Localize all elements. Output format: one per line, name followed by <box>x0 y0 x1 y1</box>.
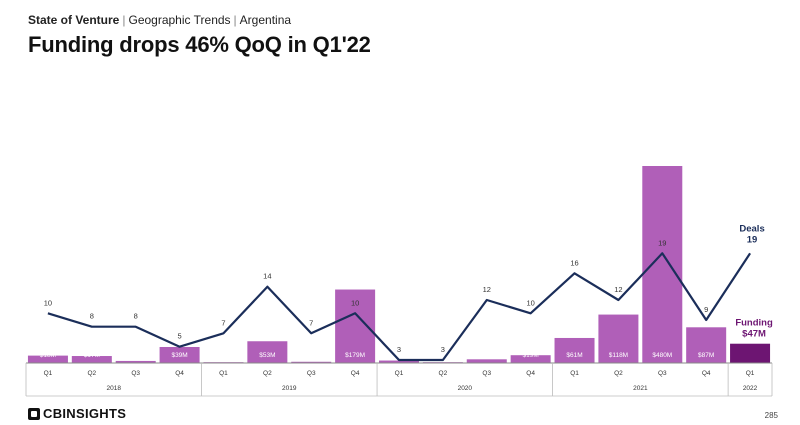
funding-legend-label: Funding <box>735 318 773 329</box>
quarter-tick-label: Q3 <box>658 370 667 377</box>
deals-count-label: 10 <box>44 298 52 307</box>
deals-count-label: 12 <box>614 285 622 294</box>
funding-bar-label: $87M <box>698 352 714 359</box>
funding-bar-label: $53M <box>259 352 275 359</box>
quarter-tick-label: Q1 <box>570 370 579 377</box>
deals-legend-label: Deals <box>739 223 764 234</box>
quarter-tick-label: Q1 <box>395 370 404 377</box>
page-number: 285 <box>764 411 778 420</box>
breadcrumb-section: State of Venture <box>28 13 120 27</box>
breadcrumb: State of Venture | Geographic Trends | Argen… <box>28 13 291 27</box>
quarter-tick-label: Q2 <box>263 370 272 377</box>
funding-bar <box>291 361 332 363</box>
deals-count-label: 3 <box>397 345 401 354</box>
deals-line <box>47 252 752 362</box>
funding-bar <box>71 356 112 363</box>
year-label: 2022 <box>743 385 758 392</box>
cbinsights-logo-icon <box>28 407 40 420</box>
quarter-tick-label: Q2 <box>439 370 448 377</box>
funding-bar <box>27 355 68 363</box>
deals-legend-value: 19 <box>747 234 758 245</box>
funding-bar-label: $17M <box>84 352 100 359</box>
funding-bar-label: $61M <box>566 352 582 359</box>
funding-bar <box>730 343 771 363</box>
cbinsights-logo-text: CBINSIGHTS <box>43 406 127 421</box>
quarter-tick-label: Q1 <box>219 370 228 377</box>
deals-count-label: 19 <box>658 238 666 247</box>
deals-count-label: 14 <box>263 272 271 281</box>
quarter-tick-label: Q4 <box>526 370 535 377</box>
funding-bar-label: $2M <box>217 352 230 359</box>
year-label: 2021 <box>633 385 648 392</box>
deals-count-label: 12 <box>483 285 491 294</box>
deals-count-label: 9 <box>704 305 708 314</box>
funding-bar <box>247 341 288 363</box>
quarter-tick-label: Q2 <box>614 370 623 377</box>
funding-bar-label: $9M <box>480 352 493 359</box>
page-title: Funding drops 46% QoQ in Q1'22 <box>28 32 371 57</box>
funding-bar <box>115 360 156 363</box>
funding-bar-label: $480M <box>652 352 672 359</box>
year-label: 2020 <box>458 385 473 392</box>
funding-bar <box>642 166 683 363</box>
funding-bar <box>598 314 639 363</box>
funding-bar-label: $2M <box>437 352 450 359</box>
quarter-tick-label: Q3 <box>482 370 491 377</box>
quarter-tick-label: Q1 <box>44 370 53 377</box>
deals-count-label: 7 <box>309 318 313 327</box>
deals-count-label: 5 <box>178 332 182 341</box>
deals-count-label: 10 <box>526 298 534 307</box>
funding-legend-value: $47M <box>742 329 766 340</box>
deals-count-label: 16 <box>570 258 578 267</box>
breadcrumb-separator: | <box>233 13 237 27</box>
quarter-tick-label: Q2 <box>87 370 96 377</box>
funding-bar-label: $6M <box>393 352 406 359</box>
funding-bar <box>510 355 551 363</box>
breadcrumb-category: Geographic Trends <box>128 13 231 27</box>
breadcrumb-country: Argentina <box>239 13 292 27</box>
quarter-tick-label: Q1 <box>746 370 755 377</box>
deals-count-label: 7 <box>221 318 225 327</box>
quarter-tick-label: Q4 <box>351 370 360 377</box>
quarter-tick-label: Q4 <box>702 370 711 377</box>
cbinsights-logo: CBINSIGHTS <box>28 406 126 421</box>
funding-bar <box>554 337 595 363</box>
quarter-tick-label: Q3 <box>307 370 316 377</box>
funding-bar <box>466 359 507 363</box>
quarter-tick-label: Q3 <box>131 370 140 377</box>
breadcrumb-separator: | <box>122 13 126 27</box>
funding-bar <box>686 327 727 363</box>
funding-bar-label: $19M <box>523 352 539 359</box>
funding-bar <box>379 360 419 363</box>
funding-bar <box>159 346 200 363</box>
funding-bar-label: $118M <box>609 352 628 359</box>
funding-bar-label: $18M <box>40 352 56 359</box>
funding-bar-label: $5M <box>129 352 142 359</box>
deals-count-label: 8 <box>90 312 94 321</box>
funding-bar-label: $39M <box>171 352 187 359</box>
quarter-tick-label: Q4 <box>175 370 184 377</box>
deals-count-label: 10 <box>351 298 359 307</box>
year-label: 2019 <box>282 385 297 392</box>
deals-count-label: 3 <box>441 345 445 354</box>
year-label: 2018 <box>107 385 122 392</box>
deals-count-label: 8 <box>134 312 138 321</box>
funding-bar-label: $3M <box>305 352 318 359</box>
funding-bar-label: $179M <box>345 352 365 359</box>
